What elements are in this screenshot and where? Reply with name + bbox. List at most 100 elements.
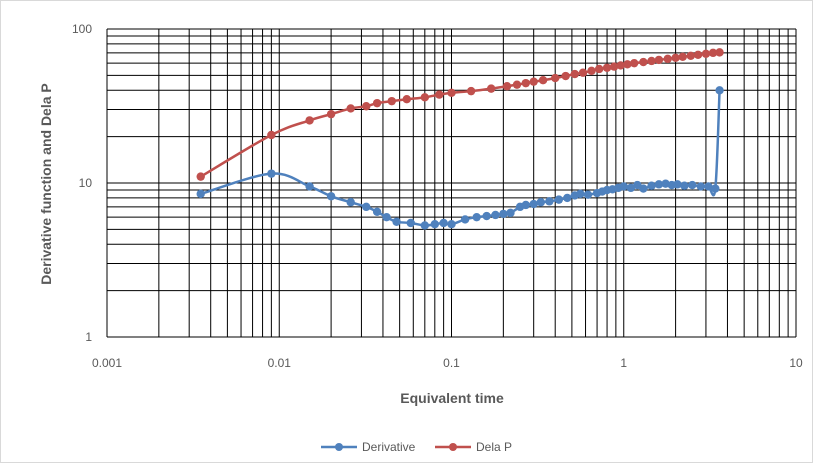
data-point-dela-p xyxy=(466,86,476,96)
data-point-dela-p xyxy=(623,60,632,69)
data-point-dela-p xyxy=(693,50,703,59)
data-point-dela-p xyxy=(372,98,382,108)
data-point-dela-p xyxy=(551,73,560,83)
series-dela-p xyxy=(196,48,724,181)
data-point-derivative xyxy=(545,197,554,206)
data-point-derivative xyxy=(696,182,705,191)
data-point-derivative xyxy=(704,182,713,191)
y-tick-label: 1 xyxy=(85,330,92,344)
data-point-dela-p xyxy=(435,90,444,99)
data-point-derivative xyxy=(346,198,355,207)
x-tick-label: 1 xyxy=(620,356,627,370)
data-point-dela-p xyxy=(362,102,371,111)
data-point-dela-p xyxy=(654,55,664,65)
data-point-derivative xyxy=(305,182,314,191)
y-tick-label: 10 xyxy=(79,176,93,190)
data-point-dela-p xyxy=(701,49,711,59)
data-point-dela-p xyxy=(326,109,336,119)
data-point-derivative xyxy=(626,183,636,193)
data-point-derivative xyxy=(521,200,531,210)
data-point-derivative xyxy=(491,210,500,220)
x-tick-labels: 0.001 0.01 0.1 1 10 xyxy=(92,356,803,370)
x-tick-label: 0.001 xyxy=(92,356,122,370)
data-point-dela-p xyxy=(602,63,612,72)
data-point-derivative xyxy=(439,218,448,228)
y-tick-label: 100 xyxy=(72,22,92,36)
data-point-dela-p xyxy=(715,48,724,57)
legend: Derivative Dela P xyxy=(321,440,512,454)
data-point-derivative xyxy=(647,181,656,190)
data-point-dela-p xyxy=(663,54,672,64)
data-point-derivative xyxy=(196,189,205,199)
data-point-derivative xyxy=(482,211,491,221)
y-axis-title: Derivative function and Dela P xyxy=(38,83,54,285)
series-line-derivative xyxy=(200,90,721,227)
data-point-derivative xyxy=(430,220,440,229)
data-point-derivative xyxy=(506,208,515,218)
data-point-dela-p xyxy=(402,95,411,104)
data-point-dela-p xyxy=(267,130,276,140)
data-point-derivative xyxy=(499,209,508,219)
data-point-derivative xyxy=(406,218,415,228)
data-point-derivative xyxy=(326,192,336,201)
data-point-dela-p xyxy=(486,84,496,93)
data-point-derivative xyxy=(460,215,470,224)
data-point-derivative xyxy=(583,190,593,199)
data-point-dela-p xyxy=(594,64,604,74)
data-point-dela-p xyxy=(529,77,538,86)
data-point-dela-p xyxy=(578,68,588,77)
data-point-dela-p xyxy=(678,52,687,61)
data-point-dela-p xyxy=(570,69,580,79)
data-point-dela-p xyxy=(196,172,205,181)
data-point-derivative xyxy=(472,212,481,222)
legend-label-derivative: Derivative xyxy=(362,440,416,454)
data-point-dela-p xyxy=(630,58,639,68)
data-point-dela-p xyxy=(639,57,648,67)
data-point-derivative xyxy=(711,184,720,193)
data-point-derivative xyxy=(267,169,276,178)
data-point-dela-p xyxy=(609,62,619,71)
data-point-derivative xyxy=(619,182,628,191)
data-point-dela-p xyxy=(587,66,596,76)
data-point-dela-p xyxy=(686,51,695,60)
data-point-derivative xyxy=(673,180,682,189)
data-point-dela-p xyxy=(502,82,512,91)
data-point-derivative xyxy=(680,181,689,190)
data-point-dela-p xyxy=(616,61,625,70)
data-point-dela-p xyxy=(512,80,522,89)
legend-marker-dela-p xyxy=(449,443,457,451)
legend-item-derivative: Derivative xyxy=(321,440,416,454)
data-point-derivative xyxy=(654,180,664,189)
legend-item-dela-p: Dela P xyxy=(435,440,512,454)
data-point-derivative xyxy=(536,198,546,207)
data-point-dela-p xyxy=(538,76,548,85)
y-tick-labels: 1 10 100 xyxy=(72,22,92,344)
x-tick-label: 0.01 xyxy=(268,356,292,370)
data-point-dela-p xyxy=(387,96,396,106)
data-point-dela-p xyxy=(647,56,656,66)
legend-label-dela-p: Dela P xyxy=(476,440,512,454)
x-tick-label: 10 xyxy=(789,356,803,370)
data-point-derivative xyxy=(563,193,572,203)
series-derivative xyxy=(196,86,724,230)
data-point-dela-p xyxy=(561,71,570,81)
data-point-derivative xyxy=(639,184,648,193)
x-tick-label: 0.1 xyxy=(443,356,460,370)
legend-marker-derivative xyxy=(335,443,343,451)
data-point-dela-p xyxy=(305,116,314,125)
data-point-derivative xyxy=(688,180,697,190)
data-point-derivative xyxy=(420,221,430,230)
data-point-dela-p xyxy=(346,104,355,113)
data-point-derivative xyxy=(554,195,564,204)
data-point-derivative xyxy=(447,220,456,229)
data-point-dela-p xyxy=(447,88,456,98)
data-point-derivative xyxy=(529,199,538,209)
data-point-dela-p xyxy=(708,48,718,58)
series-layer xyxy=(196,48,724,230)
series-line-dela-p xyxy=(200,51,720,178)
x-axis-title: Equivalent time xyxy=(400,390,504,406)
data-point-dela-p xyxy=(521,78,531,88)
data-point-derivative xyxy=(372,207,382,217)
